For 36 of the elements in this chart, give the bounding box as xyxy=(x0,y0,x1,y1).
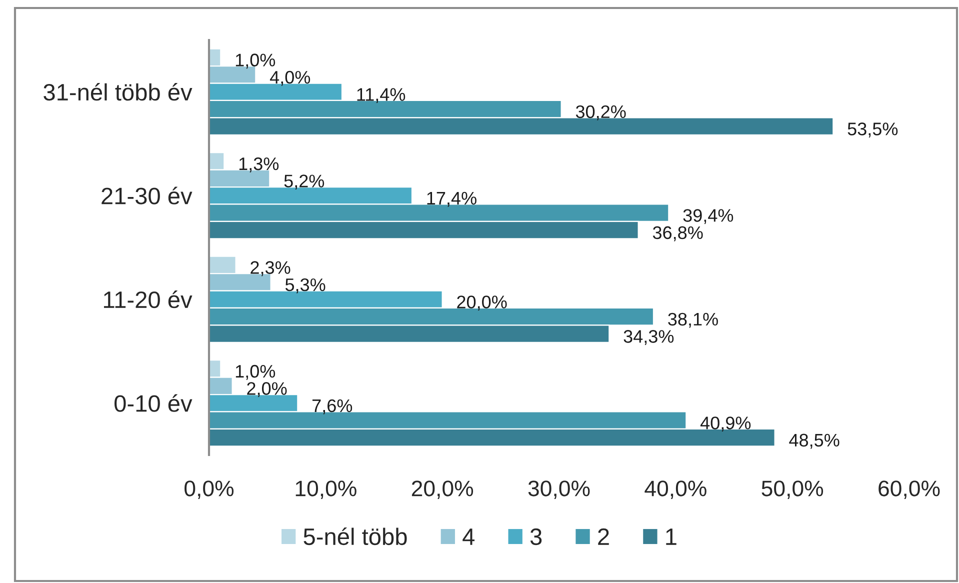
x-tick-label: 30,0% xyxy=(528,480,590,499)
data-label: 53,5% xyxy=(848,122,898,138)
legend-label: 2 xyxy=(598,528,609,545)
data-label: 17,4% xyxy=(427,192,476,207)
data-label: 7,6% xyxy=(312,399,352,414)
x-tick-label: 0,0% xyxy=(184,480,234,499)
x-tick-label: 20,0% xyxy=(412,480,474,499)
data-label: 38,1% xyxy=(668,312,718,328)
data-label: 4,0% xyxy=(270,70,310,86)
x-tick-label: 60,0% xyxy=(878,480,940,499)
data-label: 34,3% xyxy=(624,330,674,345)
data-label: 36,8% xyxy=(652,226,703,242)
y-tick-label: 21-30 év xyxy=(102,186,192,204)
y-tick-label: 31-nél több év xyxy=(44,83,192,101)
legend-label: 4 xyxy=(462,528,475,545)
x-tick-label: 50,0% xyxy=(762,480,824,499)
data-label: 48,5% xyxy=(789,434,840,449)
data-label: 1,0% xyxy=(236,54,276,69)
data-label: 5,2% xyxy=(284,174,324,190)
data-label: 1,0% xyxy=(236,364,276,380)
data-label: 39,4% xyxy=(683,209,734,224)
data-label: 40,9% xyxy=(700,416,751,432)
x-tick-label: 40,0% xyxy=(644,480,706,499)
data-label: 5,3% xyxy=(285,278,326,294)
legend-label: 3 xyxy=(530,528,542,546)
data-label: 2,3% xyxy=(250,261,290,276)
legend-label: 5-nél több xyxy=(304,527,407,546)
data-label: 1,3% xyxy=(239,157,279,172)
data-label: 11,4% xyxy=(357,88,406,104)
data-label: 2,0% xyxy=(247,382,287,398)
data-label: 30,2% xyxy=(576,105,626,120)
legend-label: 1 xyxy=(666,528,676,545)
y-tick-label: 0-10 év xyxy=(114,394,192,412)
y-tick-label: 11-20 év xyxy=(104,290,192,308)
x-tick-label: 10,0% xyxy=(296,480,356,499)
data-label: 20,0% xyxy=(457,296,507,311)
